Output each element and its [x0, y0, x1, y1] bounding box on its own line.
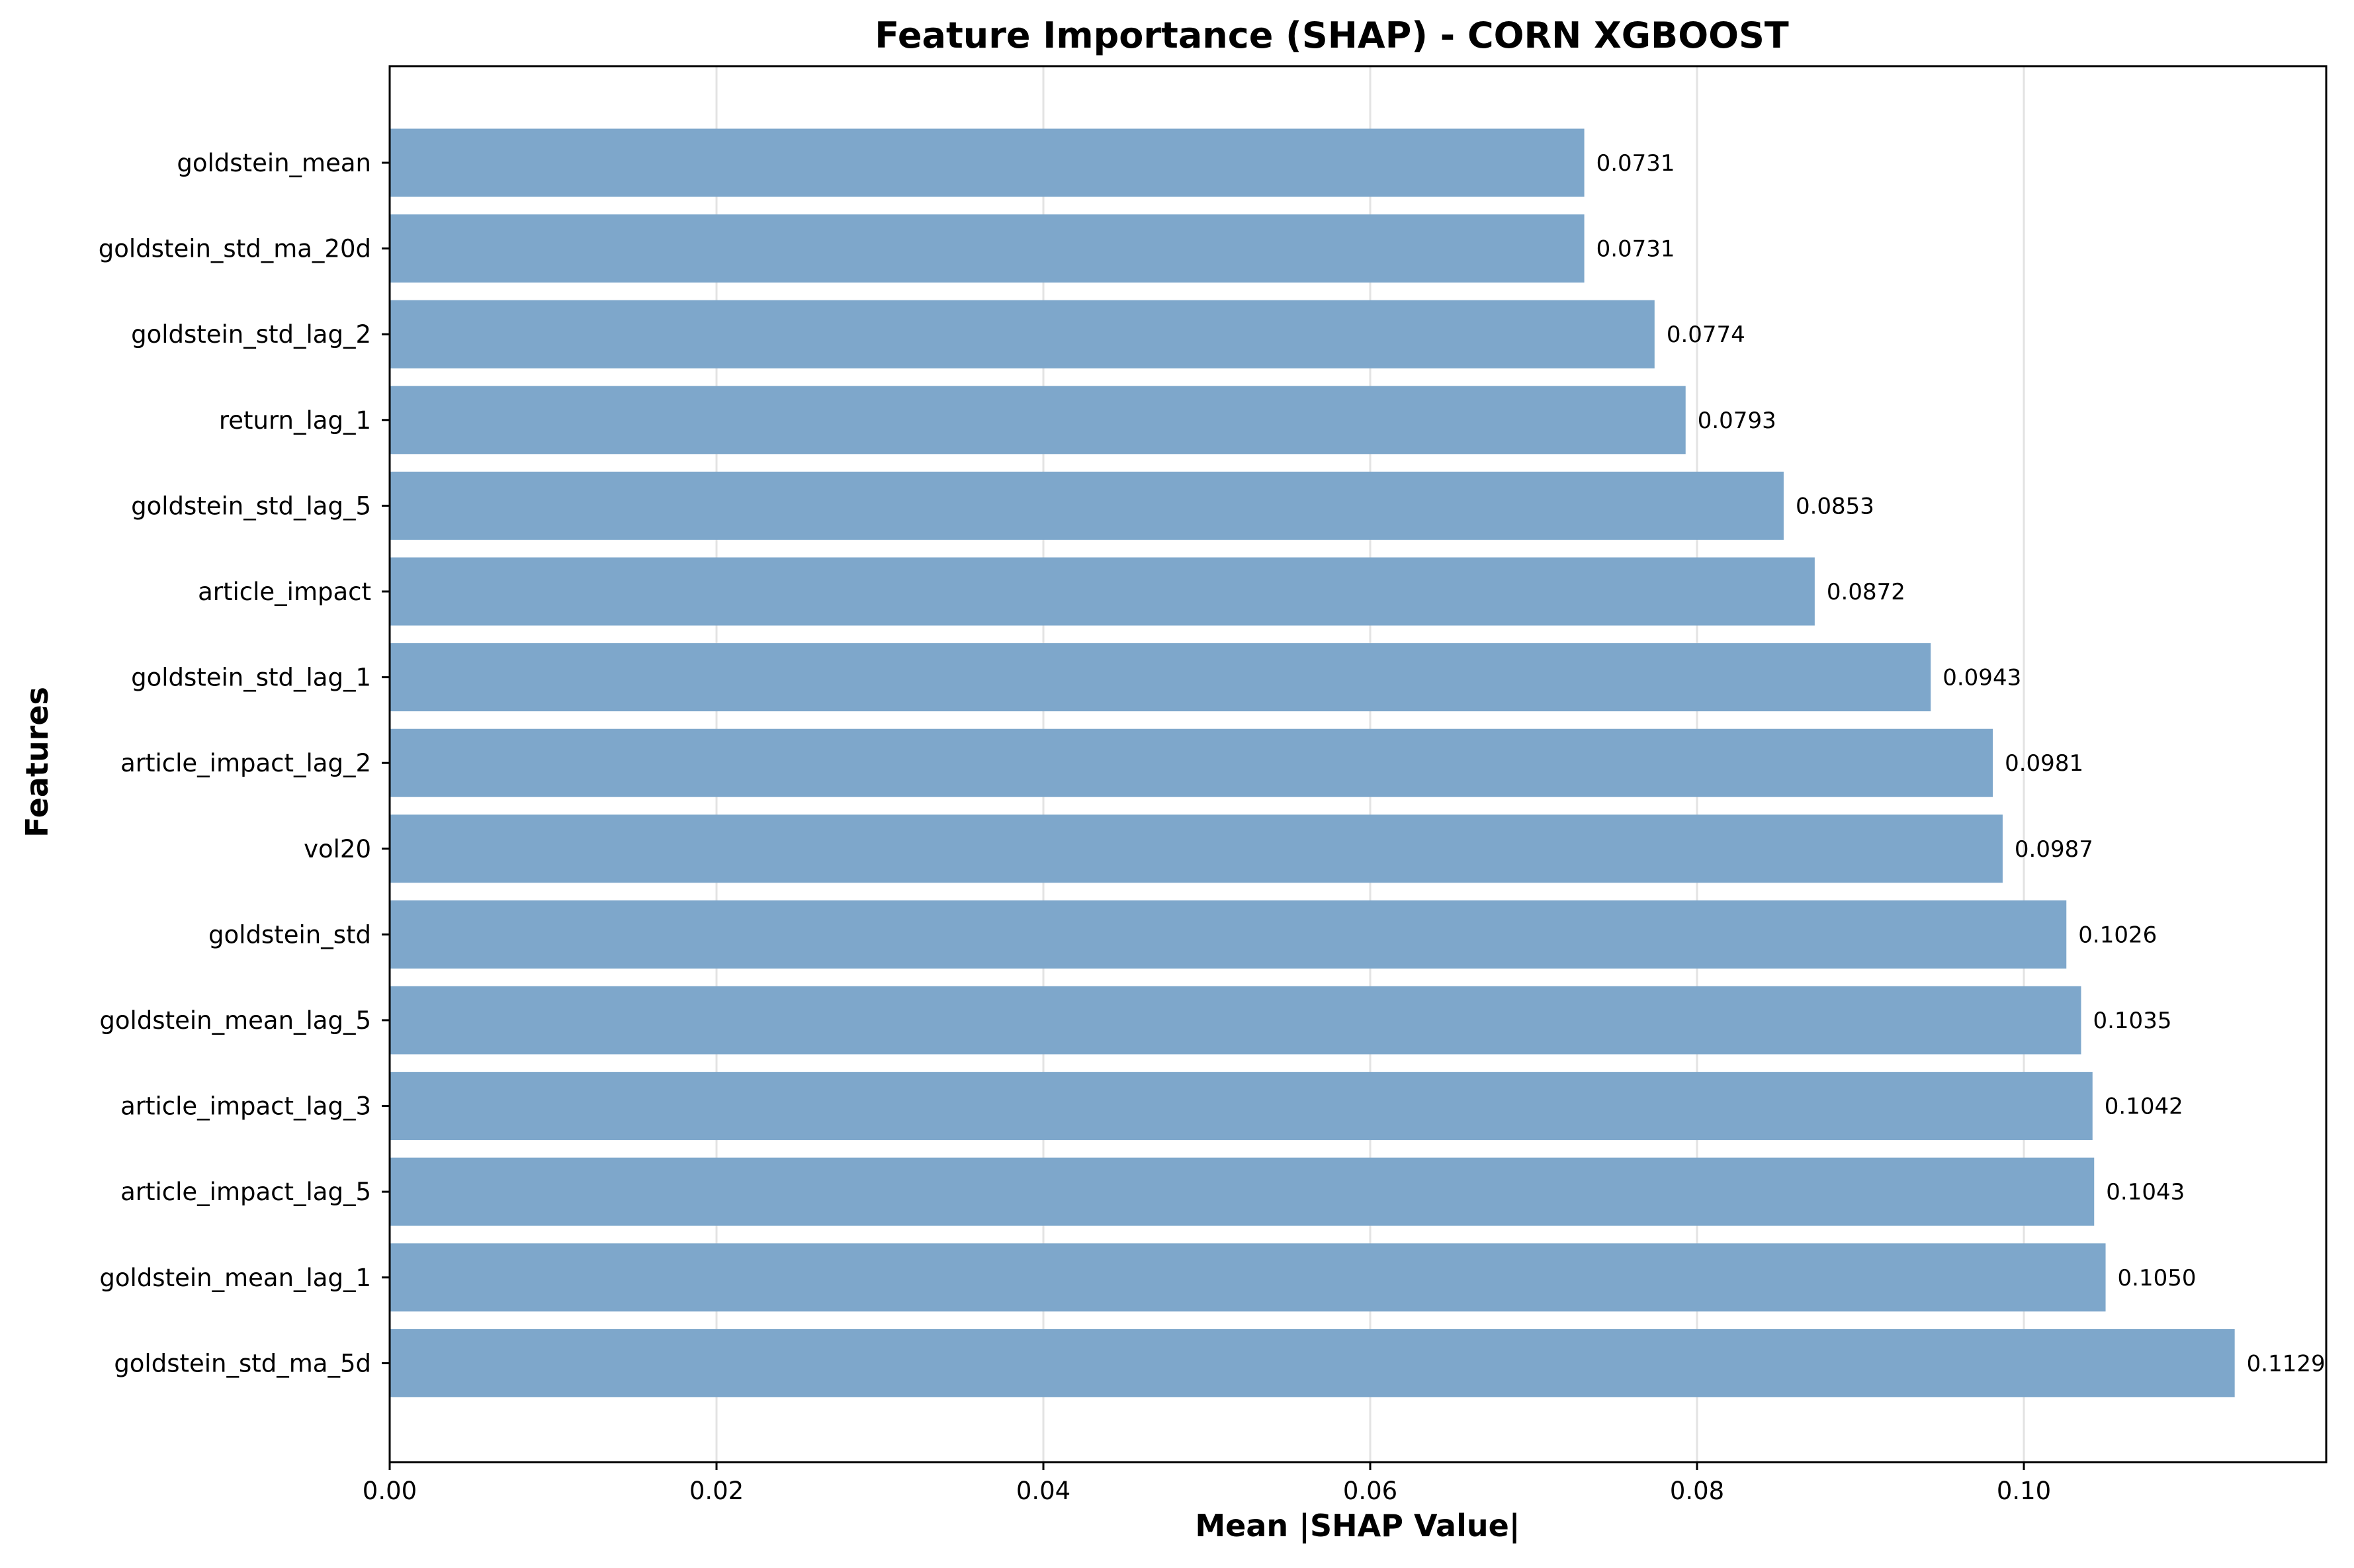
y-tick-label: article_impact — [198, 578, 371, 606]
y-tick-label: return_lag_1 — [219, 406, 371, 435]
x-tick-label: 0.04 — [1016, 1477, 1070, 1505]
bar-value-label: 0.1042 — [2105, 1094, 2183, 1120]
bar — [390, 1243, 2106, 1312]
x-tick-label: 0.00 — [363, 1477, 417, 1505]
bar-value-label: 0.0872 — [1827, 579, 1905, 605]
y-tick-label: goldstein_std_lag_2 — [131, 320, 371, 349]
x-axis-label: Mean |SHAP Value| — [1195, 1508, 1520, 1544]
bar-value-label: 0.0731 — [1596, 150, 1675, 177]
bar — [390, 728, 1993, 797]
bar-value-label: 0.1050 — [2118, 1265, 2197, 1291]
x-tick-label: 0.06 — [1343, 1477, 1397, 1505]
y-tick-labels: goldstein_mean goldstein_std_ma_20dgoldst… — [99, 149, 390, 1377]
value-labels: 0.0731 0.0731 0.0774 0.0793 0.0853 0.0872 0.09… — [1596, 150, 2326, 1377]
x-tick-label: 0.08 — [1670, 1477, 1724, 1505]
bar-value-label: 0.0774 — [1667, 322, 1745, 348]
bar — [390, 1328, 2235, 1397]
bar-value-label: 0.0981 — [2005, 750, 2083, 777]
bar-value-label: 0.0943 — [1942, 665, 2021, 691]
bar-value-label: 0.1026 — [2078, 922, 2157, 948]
y-tick-label: goldstein_std_lag_1 — [131, 664, 371, 692]
chart-title: Feature Importance (SHAP) - CORN XGBOOST — [875, 15, 1789, 56]
bar — [390, 214, 1585, 283]
y-tick-label: goldstein_std — [208, 920, 371, 949]
y-tick-label: article_impact_lag_2 — [120, 749, 371, 777]
bar — [390, 471, 1784, 540]
x-tick-label: 0.02 — [689, 1477, 744, 1505]
bar — [390, 814, 2003, 883]
y-tick-label: goldstein_std_ma_20d — [99, 235, 371, 263]
y-tick-label: goldstein_std_ma_5d — [114, 1349, 371, 1377]
bar — [390, 557, 1815, 626]
bar-value-label: 0.1035 — [2093, 1008, 2171, 1034]
y-tick-label: goldstein_mean_lag_5 — [99, 1006, 371, 1035]
bar-value-label: 0.0987 — [2015, 836, 2093, 863]
y-tick-label: article_impact_lag_3 — [120, 1092, 371, 1121]
y-tick-label: article_impact_lag_5 — [120, 1178, 371, 1206]
x-tick-labels: 0.00 0.02 0.04 0.06 0.08 0.10 — [363, 1462, 2051, 1505]
y-tick-label: goldstein_std_lag_5 — [131, 492, 371, 520]
bar — [390, 386, 1686, 455]
bar-value-label: 0.0731 — [1596, 236, 1675, 263]
bar — [390, 1157, 2095, 1226]
bar-value-label: 0.1043 — [2106, 1179, 2185, 1205]
bars — [390, 128, 2235, 1397]
bar — [390, 986, 2081, 1055]
bar-value-label: 0.1129 — [2247, 1350, 2326, 1377]
bar-value-label: 0.0793 — [1698, 408, 1776, 434]
x-tick-label: 0.10 — [1997, 1477, 2051, 1505]
y-axis-label: Features — [19, 687, 55, 838]
bar — [390, 128, 1585, 197]
plot-frame — [388, 65, 2328, 1463]
y-tick-label: vol20 — [304, 835, 371, 863]
y-tick-label: goldstein_mean_lag_1 — [99, 1264, 371, 1292]
bar — [390, 900, 2067, 969]
bar-value-label: 0.0853 — [1796, 493, 1874, 519]
bar — [390, 300, 1655, 369]
y-tick-label: goldstein_mean — [177, 149, 371, 177]
bar — [390, 1072, 2093, 1141]
bar — [390, 643, 1931, 712]
